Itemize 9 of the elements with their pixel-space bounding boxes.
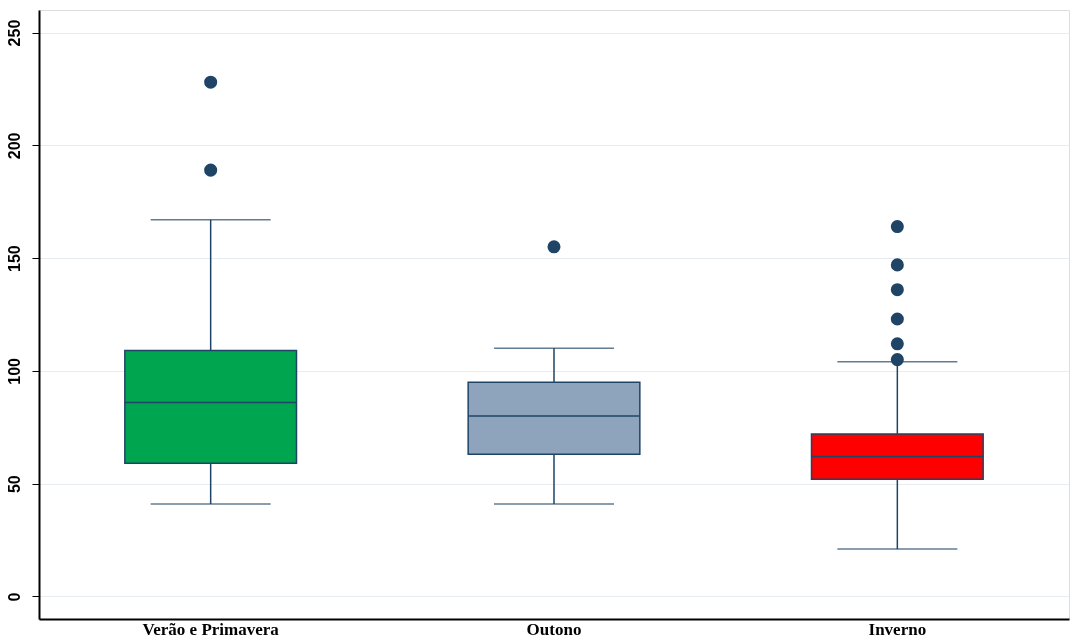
y-tick-label: 100 bbox=[5, 357, 23, 385]
x-tick-label: Outono bbox=[526, 619, 582, 639]
x-tick-label: Verão e Primavera bbox=[142, 619, 280, 639]
x-tick-label: Inverno bbox=[868, 619, 927, 639]
y-tick-label: 250 bbox=[5, 19, 23, 47]
y-tick-label: 50 bbox=[5, 475, 23, 494]
y-tick-label: 0 bbox=[5, 592, 23, 602]
y-tick-label: 150 bbox=[5, 245, 23, 272]
y-tick-label: 200 bbox=[5, 132, 23, 160]
